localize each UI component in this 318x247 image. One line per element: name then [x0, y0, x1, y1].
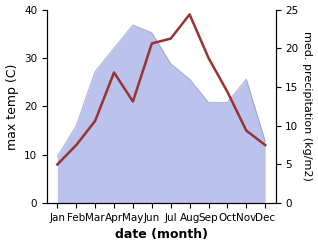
Y-axis label: max temp (C): max temp (C) [5, 63, 18, 149]
Y-axis label: med. precipitation (kg/m2): med. precipitation (kg/m2) [302, 31, 313, 181]
X-axis label: date (month): date (month) [115, 228, 208, 242]
